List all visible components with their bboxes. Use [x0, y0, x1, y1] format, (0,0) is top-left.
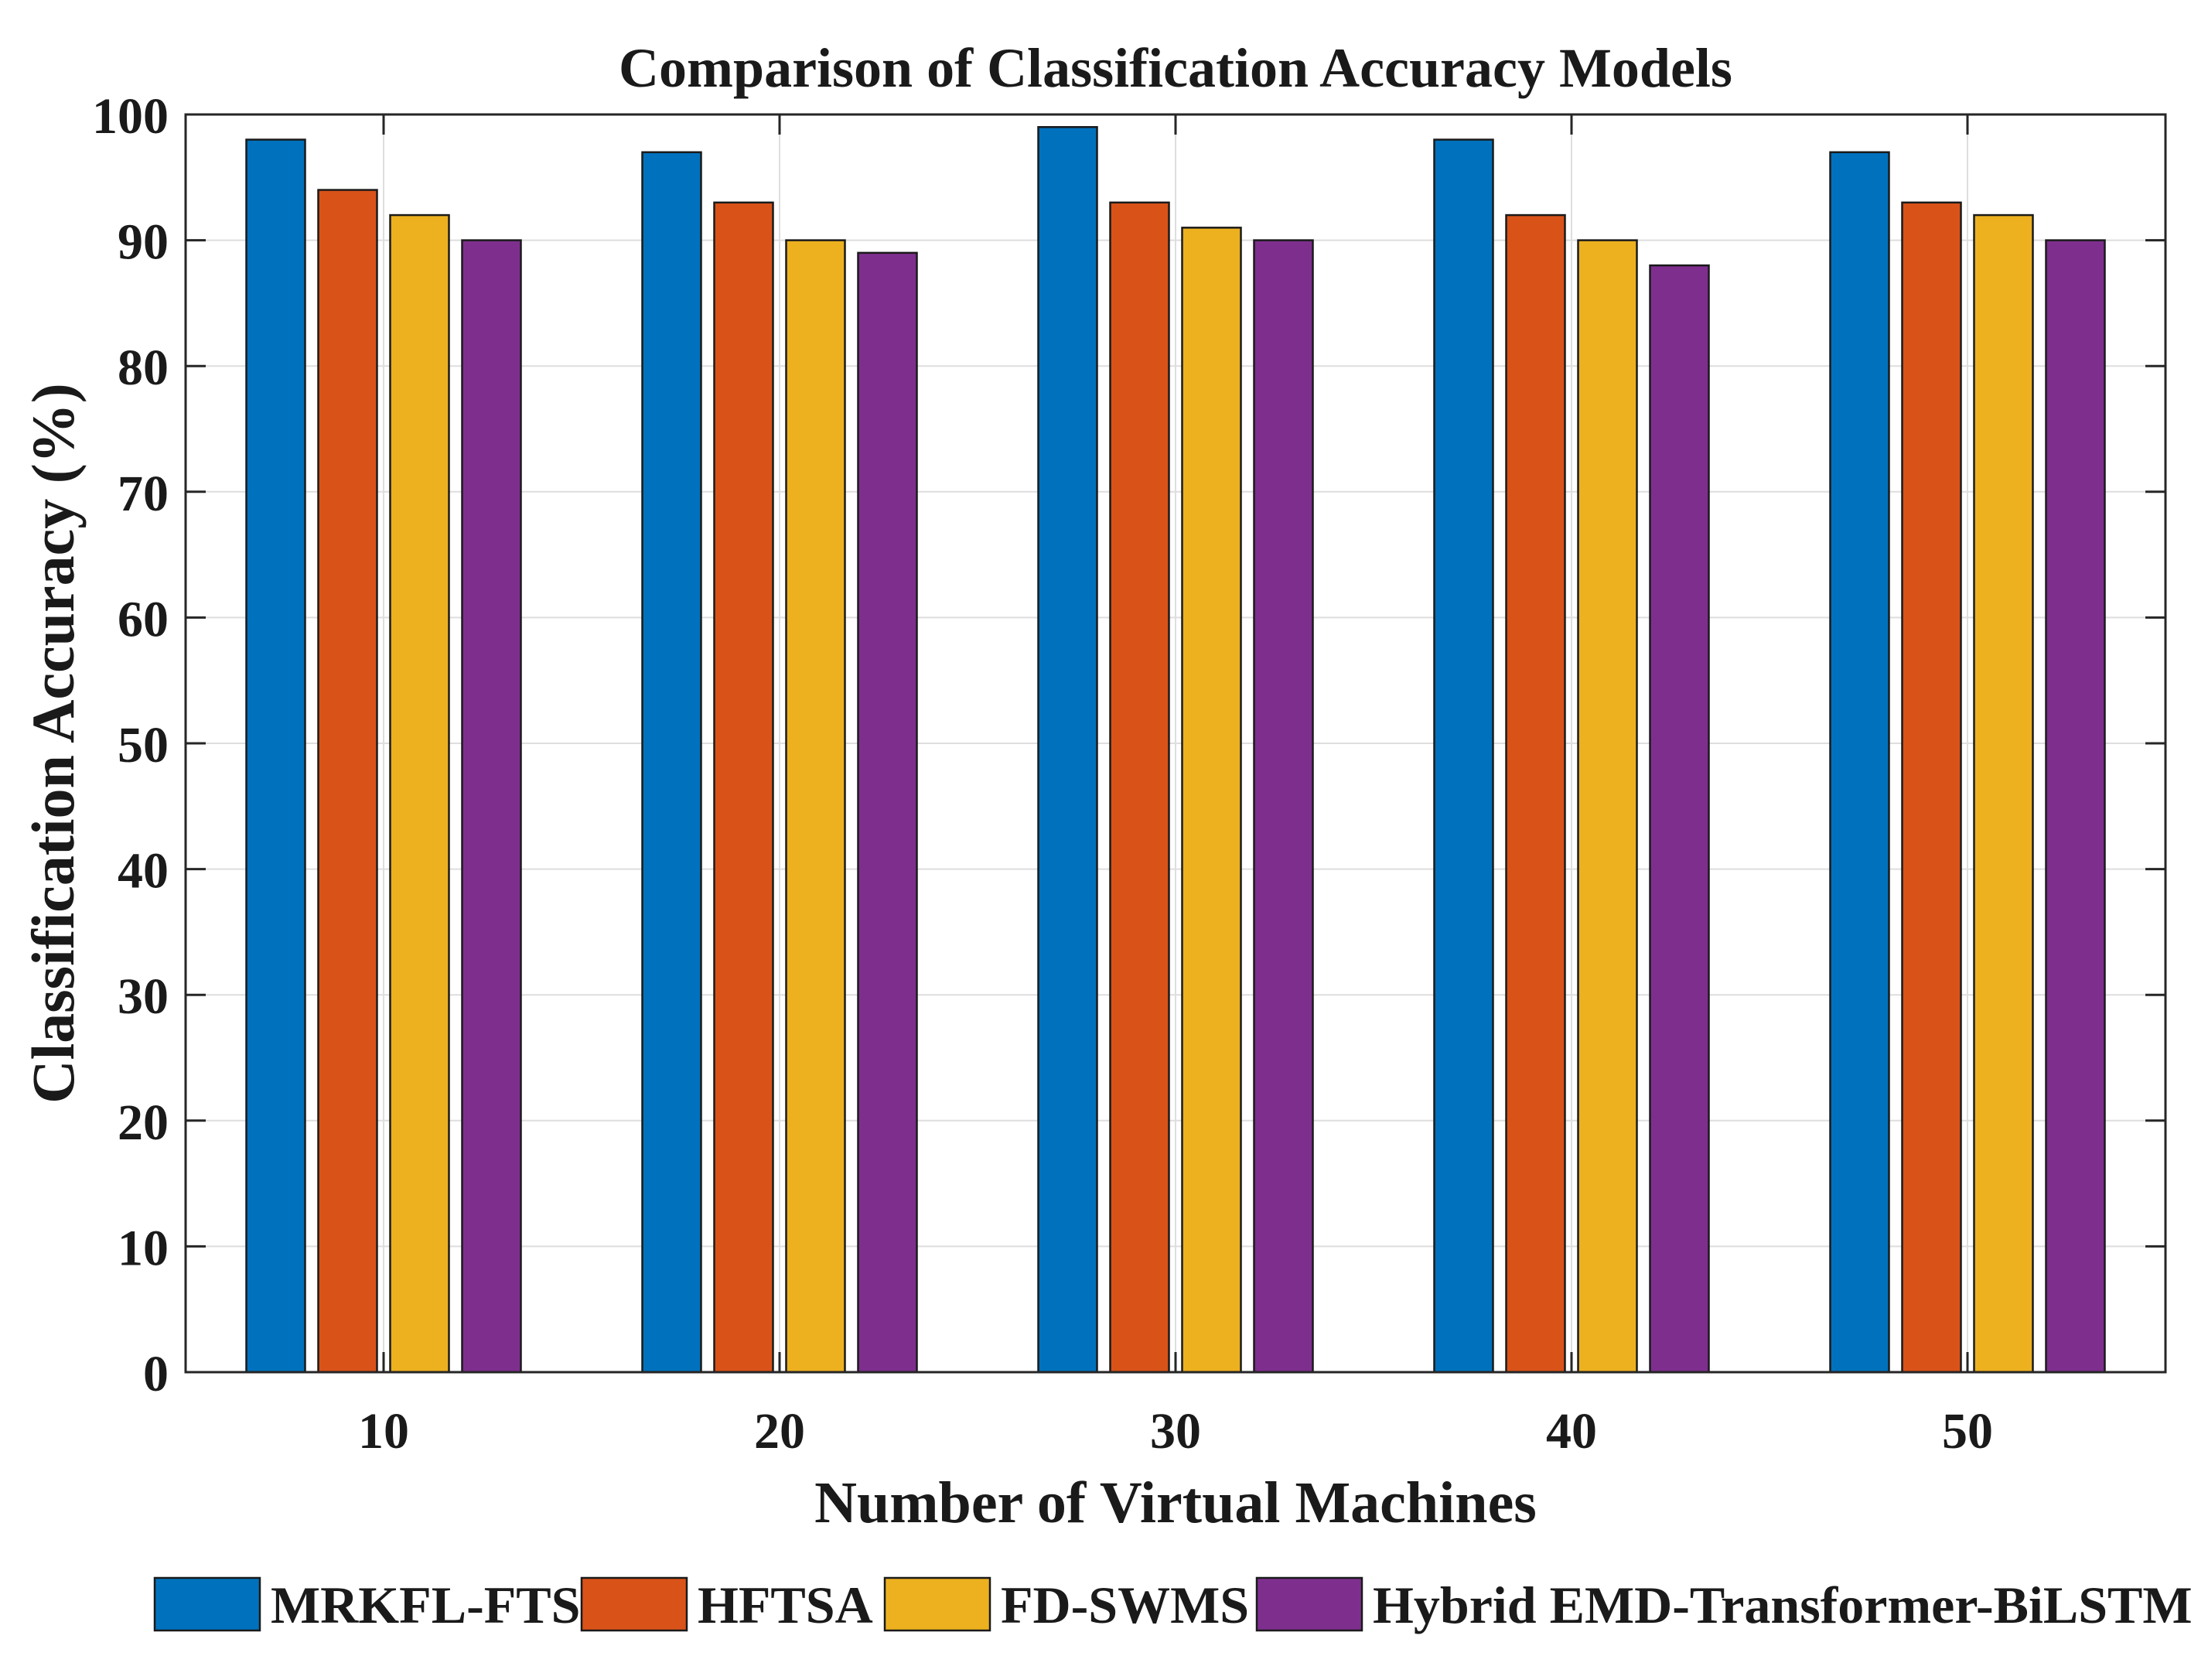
y-tick-label: 90 [118, 214, 169, 271]
bar-mrkfl-fts-40 [1433, 138, 1494, 1374]
y-tick-label: 30 [118, 968, 169, 1025]
bars [245, 126, 2106, 1374]
x-axis-label: Number of Virtual Machines [814, 1470, 1537, 1535]
bar-hftsa-20 [713, 201, 774, 1374]
bar-hybrid-emd-transformer-bilstm-40 [1649, 264, 1710, 1374]
y-tick-label: 20 [118, 1094, 169, 1151]
bar-mrkfl-fts-10 [245, 138, 306, 1374]
bar-hftsa-10 [317, 189, 378, 1374]
tick-labels: 0 10 20 30 40 50 60 70 80 90 100 10 20 30 40 50 [92, 88, 1993, 1460]
legend-label: FD-SWMS [1001, 1576, 1249, 1634]
legend-item-fd-swms[interactable]: FD-SWMS [883, 1576, 1249, 1634]
y-tick-label: 60 [118, 591, 169, 647]
x-tick-label: 40 [1546, 1403, 1597, 1460]
x-tick-label: 30 [1150, 1403, 1201, 1460]
bar-mrkfl-fts-20 [641, 151, 702, 1374]
bar-hybrid-emd-transformer-bilstm-50 [2045, 239, 2106, 1374]
y-tick-label: 10 [118, 1220, 169, 1276]
chart-title: Comparison of Classification Accuracy Mo… [619, 37, 1732, 99]
y-tick-label: 80 [118, 340, 169, 396]
legend-label: MRKFL-FTS [271, 1576, 580, 1634]
y-tick-label: 100 [92, 88, 169, 145]
legend-swatch [153, 1576, 261, 1632]
legend-item-mrkfl-fts[interactable]: MRKFL-FTS [153, 1576, 580, 1634]
legend-label: HFTSA [698, 1576, 873, 1634]
x-tick-label: 10 [358, 1403, 409, 1460]
bar-mrkfl-fts-50 [1829, 151, 1890, 1374]
bar-hybrid-emd-transformer-bilstm-20 [857, 251, 918, 1374]
bar-hftsa-50 [1901, 201, 1962, 1374]
y-tick-label: 40 [118, 843, 169, 900]
y-tick-label: 50 [118, 717, 169, 773]
y-tick-label: 0 [143, 1346, 169, 1402]
legend-swatch [580, 1576, 688, 1632]
y-axis-label: Classification Accuracy (%) [19, 383, 87, 1104]
bar-fd-swms-20 [785, 239, 846, 1374]
bar-hftsa-40 [1505, 213, 1566, 1374]
bar-mrkfl-fts-30 [1037, 126, 1098, 1374]
bar-fd-swms-10 [389, 213, 450, 1374]
x-tick-label: 20 [754, 1403, 805, 1460]
legend-swatch [1255, 1576, 1363, 1632]
legend[interactable]: MRKFL-FTS HFTSA FD-SWMS Hybrid EMD-Transfor… [153, 1576, 2191, 1634]
legend-item-hftsa[interactable]: HFTSA [580, 1576, 873, 1634]
bar-fd-swms-50 [1973, 213, 2034, 1374]
bar-fd-swms-30 [1181, 227, 1242, 1374]
legend-swatch [883, 1576, 991, 1632]
bar-hybrid-emd-transformer-bilstm-10 [461, 239, 522, 1374]
legend-label: Hybrid EMD-Transformer-BiLSTM [1373, 1576, 2191, 1634]
bar-hftsa-30 [1109, 201, 1170, 1374]
y-tick-label: 70 [118, 466, 169, 522]
legend-item-hybrid-emd-transformer-bilstm[interactable]: Hybrid EMD-Transformer-BiLSTM [1255, 1576, 2191, 1634]
tick-marks [186, 113, 2165, 1374]
bar-fd-swms-40 [1577, 239, 1638, 1374]
x-tick-label: 50 [1942, 1403, 1993, 1460]
bar-hybrid-emd-transformer-bilstm-30 [1253, 239, 1314, 1374]
